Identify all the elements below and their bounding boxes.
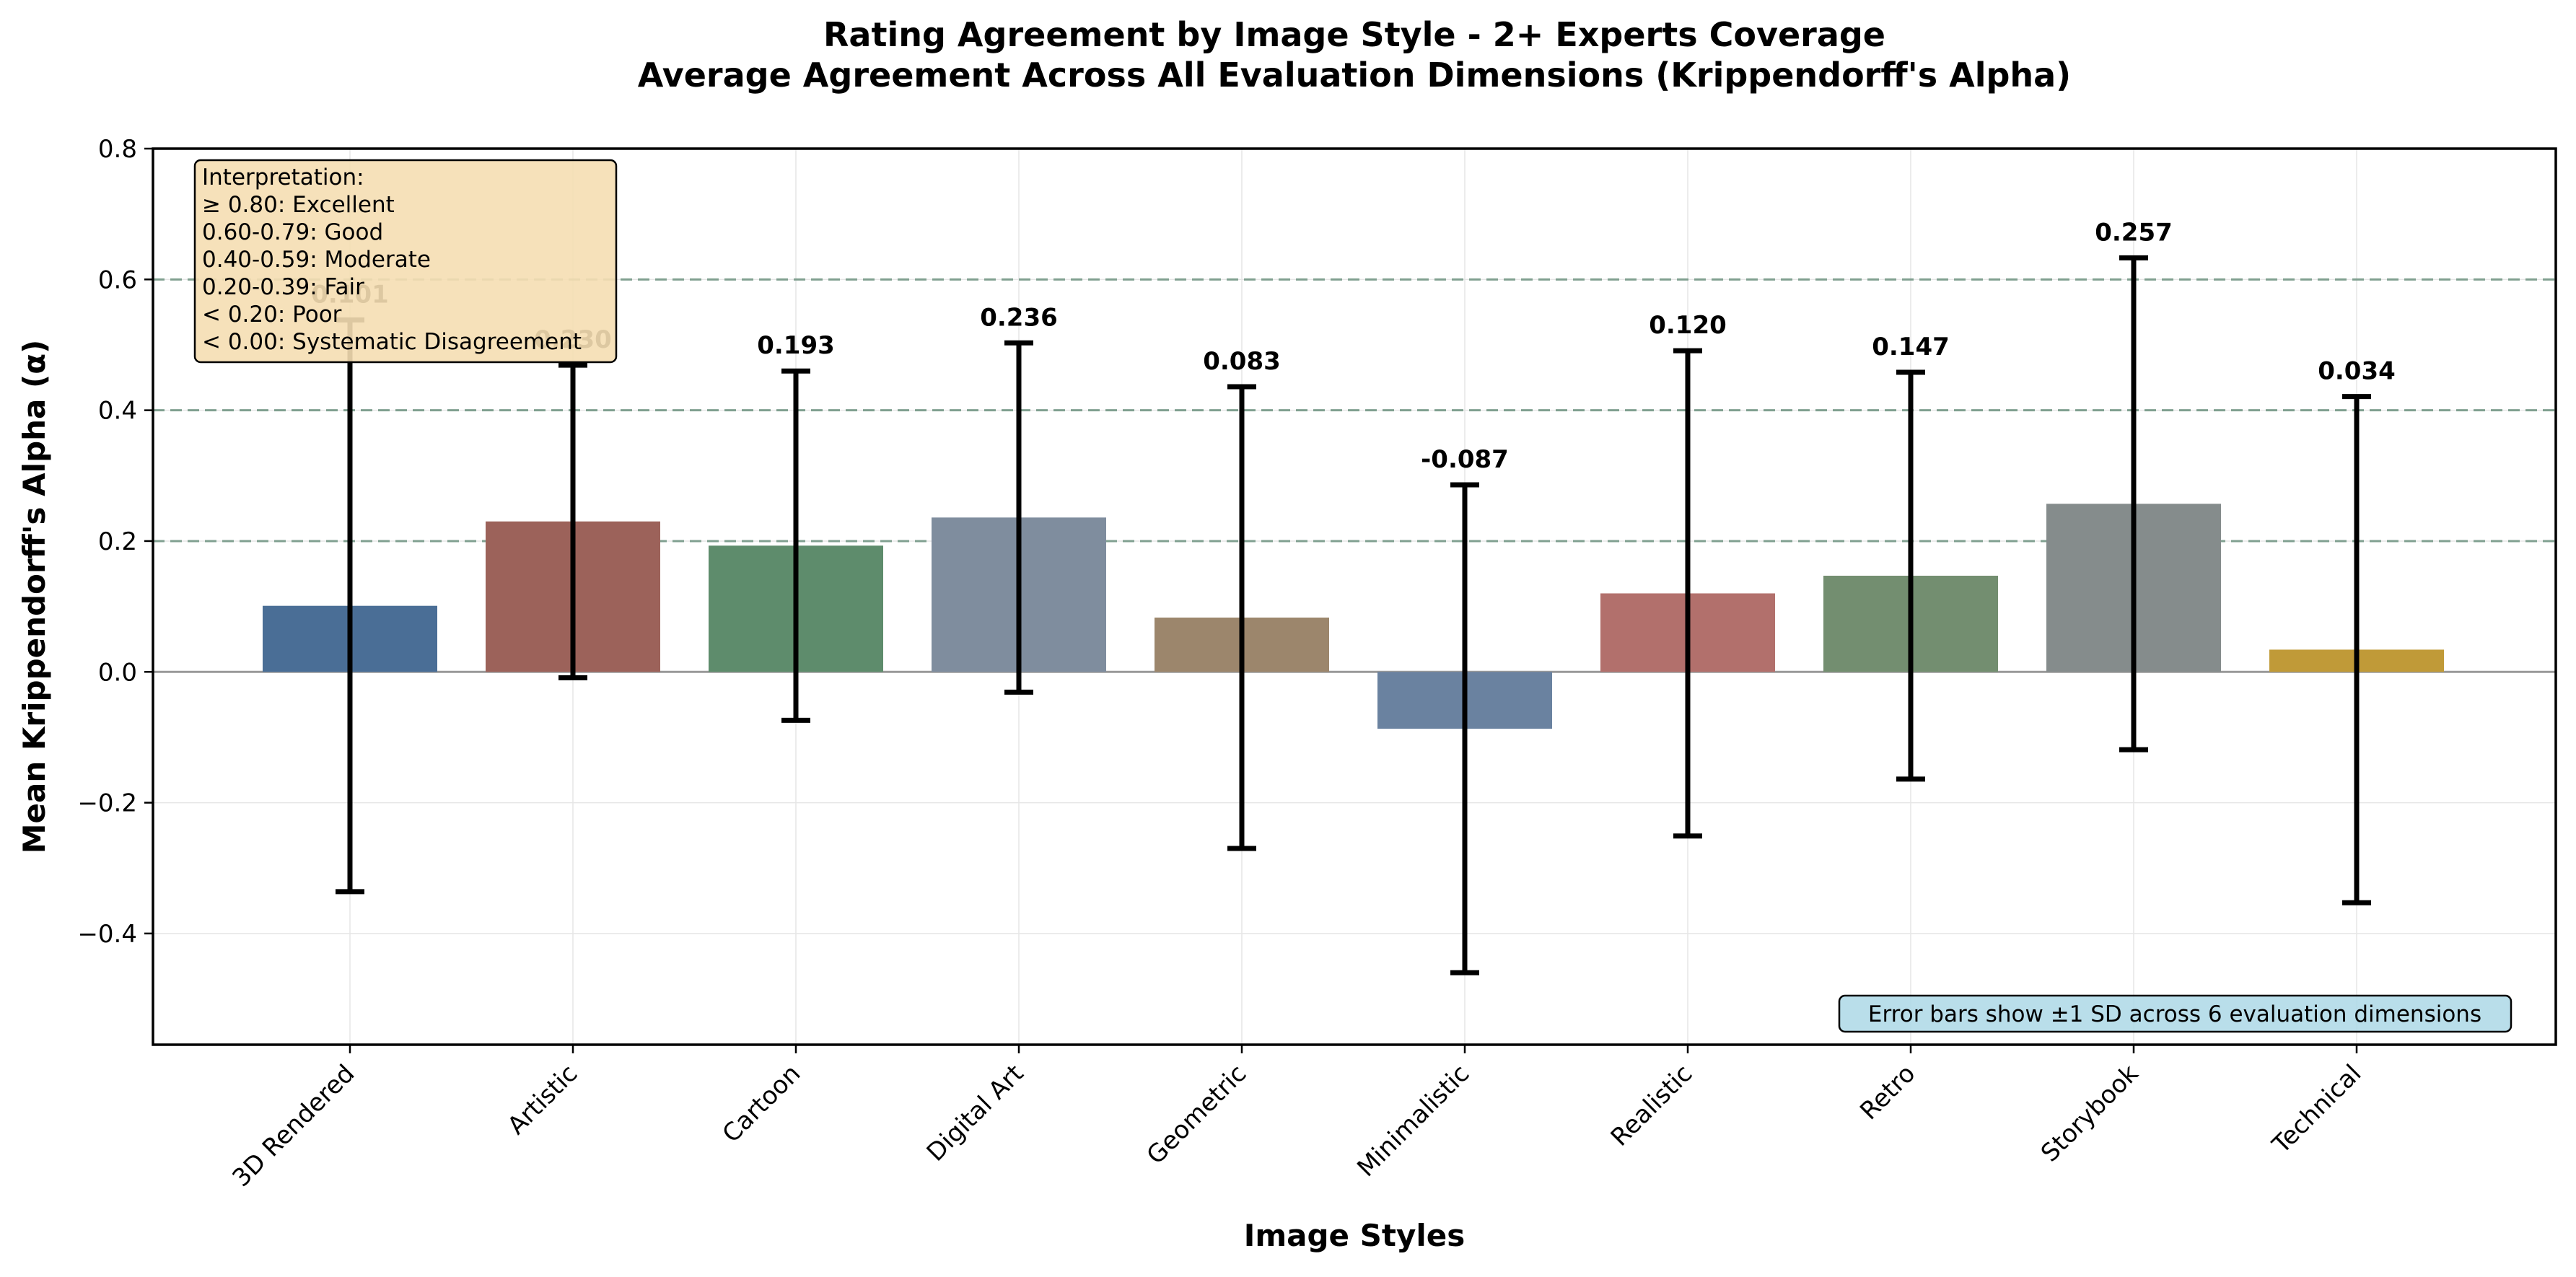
value-label: 0.193 bbox=[757, 331, 835, 360]
value-label: 0.083 bbox=[1203, 347, 1281, 376]
interpretation-line: 0.40-0.59: Moderate bbox=[202, 247, 431, 273]
plot-frame bbox=[152, 147, 2557, 1046]
value-label: 0.034 bbox=[2318, 357, 2396, 386]
interpretation-box-background bbox=[193, 159, 618, 364]
value-label: 0.147 bbox=[1872, 333, 1950, 361]
y-tick-label: 0.8 bbox=[98, 135, 137, 164]
value-label: 0.236 bbox=[980, 303, 1058, 332]
note-box-background bbox=[1838, 994, 2513, 1033]
chart-subtitle: Average Agreement Across All Evaluation … bbox=[638, 56, 2071, 95]
note-box: Error bars show ±1 SD across 6 evaluatio… bbox=[1838, 994, 2513, 1033]
interpretation-text: Interpretation: ≥ 0.80: Excellent 0.60-0… bbox=[202, 164, 582, 355]
interpretation-line: 0.60-0.79: Good bbox=[202, 219, 383, 245]
interpretation-line: Interpretation: bbox=[202, 164, 364, 190]
y-tick-label: 0.4 bbox=[98, 397, 137, 426]
y-tick-label: −0.4 bbox=[77, 920, 137, 949]
interpretation-box: Interpretation: ≥ 0.80: Excellent 0.60-0… bbox=[193, 159, 618, 364]
interpretation-line: < 0.00: Systematic Disagreement bbox=[202, 329, 582, 355]
interpretation-line: 0.20-0.39: Fair bbox=[202, 274, 364, 300]
interpretation-line: < 0.20: Poor bbox=[202, 302, 342, 328]
chart-title: Rating Agreement by Image Style - 2+ Exp… bbox=[823, 15, 1885, 54]
value-label: -0.087 bbox=[1421, 445, 1509, 474]
y-tick-label: 0.6 bbox=[98, 266, 137, 294]
x-axis-label: Image Styles bbox=[1244, 1218, 1466, 1253]
y-axis-ticks: −0.4 −0.2 0.0 0.2 0.4 0.6 0.8 bbox=[77, 135, 153, 949]
interpretation-line: ≥ 0.80: Excellent bbox=[202, 192, 395, 218]
error-bars bbox=[336, 255, 2371, 975]
y-tick-label: −0.2 bbox=[77, 789, 137, 818]
value-label: 0.257 bbox=[2095, 218, 2173, 247]
y-tick-label: 0.2 bbox=[98, 527, 137, 556]
y-tick-label: 0.0 bbox=[98, 658, 137, 687]
note-text: Error bars show ±1 SD across 6 evaluatio… bbox=[1868, 1001, 2481, 1027]
y-axis-label: Mean Krippendorff's Alpha (α) bbox=[17, 340, 52, 854]
value-label: 0.120 bbox=[1649, 311, 1727, 340]
